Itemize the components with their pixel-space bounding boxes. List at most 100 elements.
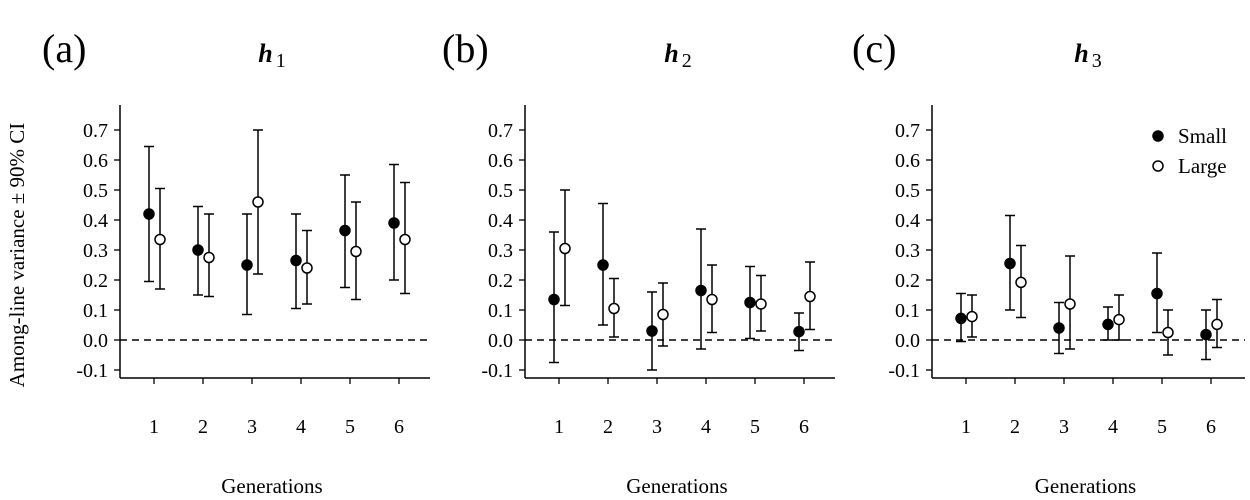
panel-title-subscript: 1 [276, 50, 286, 72]
point-small [340, 226, 350, 236]
y-tick-label: 0.2 [895, 270, 920, 292]
legend-marker-small [1153, 131, 1163, 141]
y-tick-label: -0.1 [76, 360, 108, 382]
y-tick-label: 0.6 [83, 150, 108, 172]
panel-3: (c) h 30.70.60.50.40.30.20.10.0-0.11 2 3 4 5 6G… [852, 26, 1245, 498]
point-large [1016, 277, 1026, 287]
y-tick-label: 0.7 [488, 120, 513, 142]
y-tick-label: 0.4 [83, 210, 108, 232]
x-tick-label: 1 [149, 416, 159, 438]
point-large [1163, 328, 1173, 338]
x-tick-label: 5 [1157, 416, 1167, 438]
y-tick-label: 0.2 [488, 270, 513, 292]
y-tick-label: 0.6 [488, 150, 513, 172]
panel-title-subscript: 3 [1092, 50, 1102, 72]
panel-title-main: h [664, 39, 678, 68]
x-axis-title: Generations [221, 474, 322, 498]
point-large [658, 310, 668, 320]
y-tick-label: 0.2 [83, 270, 108, 292]
point-large [155, 235, 165, 245]
point-large [609, 304, 619, 314]
point-small [242, 260, 252, 270]
point-small [1152, 289, 1162, 299]
panel-title-subscript: 2 [682, 50, 692, 72]
point-small [291, 256, 301, 266]
point-large [1114, 315, 1124, 325]
y-tick-label: -0.1 [481, 360, 513, 382]
y-tick-label: 0.5 [83, 180, 108, 202]
point-small [696, 286, 706, 296]
x-tick-label: 4 [701, 416, 711, 438]
y-tick-label: 0.0 [895, 330, 920, 352]
point-large [302, 263, 312, 273]
panel-label: (b) [442, 26, 489, 71]
y-axis-title: Among-line variance ± 90% CI [5, 123, 29, 388]
point-large [707, 295, 717, 305]
y-tick-label: 0.3 [83, 240, 108, 262]
y-tick-label: 0.7 [83, 120, 108, 142]
panel-label: (a) [42, 26, 86, 71]
x-tick-label: 5 [345, 416, 355, 438]
point-large [967, 312, 977, 322]
y-tick-label: 0.1 [488, 300, 513, 322]
y-tick-label: 0.4 [488, 210, 513, 232]
point-small [1103, 319, 1113, 329]
x-axis-title: Generations [1035, 474, 1136, 498]
legend: Small Large [1153, 124, 1227, 178]
point-large [560, 244, 570, 254]
x-tick-label: 3 [247, 416, 257, 438]
point-small [647, 326, 657, 336]
x-tick-label: 2 [1010, 416, 1020, 438]
x-tick-label: 1 [554, 416, 564, 438]
point-large [400, 235, 410, 245]
y-tick-label: -0.1 [888, 360, 920, 382]
y-tick-label: 0.3 [895, 240, 920, 262]
x-tick-label: 6 [1206, 416, 1216, 438]
panel-1: (a) h 10.70.60.50.40.30.20.10.0-0.11 2 3 4 5 6G… [42, 26, 430, 498]
point-large [1065, 299, 1075, 309]
point-small [794, 327, 804, 337]
point-large [1212, 319, 1222, 329]
x-tick-label: 4 [296, 416, 306, 438]
point-large [351, 247, 361, 257]
point-large [253, 197, 263, 207]
y-tick-label: 0.1 [895, 300, 920, 322]
point-large [204, 253, 214, 263]
x-tick-label: 4 [1108, 416, 1118, 438]
x-tick-label: 5 [750, 416, 760, 438]
x-tick-label: 6 [799, 416, 809, 438]
point-large [805, 292, 815, 302]
legend-marker-large [1153, 161, 1163, 171]
point-small [1005, 259, 1015, 269]
panel-title-main: h [1074, 39, 1088, 68]
point-small [193, 245, 203, 255]
point-small [1054, 323, 1064, 333]
legend-label: Large [1178, 154, 1227, 178]
point-small [956, 313, 966, 323]
panel-2: (b) h 20.70.60.50.40.30.20.10.0-0.11 2 3 4 5 6G… [442, 26, 835, 498]
y-tick-label: 0.3 [488, 240, 513, 262]
panel-label: (c) [852, 26, 896, 71]
y-tick-label: 0.7 [895, 120, 920, 142]
y-tick-label: 0.5 [488, 180, 513, 202]
point-small [598, 260, 608, 270]
x-tick-label: 2 [603, 416, 613, 438]
x-tick-label: 1 [961, 416, 971, 438]
panel-title-main: h [258, 39, 272, 68]
point-large [756, 299, 766, 309]
y-tick-label: 0.6 [895, 150, 920, 172]
y-tick-label: 0.0 [488, 330, 513, 352]
y-tick-label: 0.1 [83, 300, 108, 322]
y-tick-label: 0.0 [83, 330, 108, 352]
point-small [144, 209, 154, 219]
point-small [389, 218, 399, 228]
legend-label: Small [1178, 124, 1227, 148]
x-axis-title: Generations [626, 474, 727, 498]
point-small [549, 295, 559, 305]
point-small [1201, 330, 1211, 340]
y-tick-label: 0.5 [895, 180, 920, 202]
